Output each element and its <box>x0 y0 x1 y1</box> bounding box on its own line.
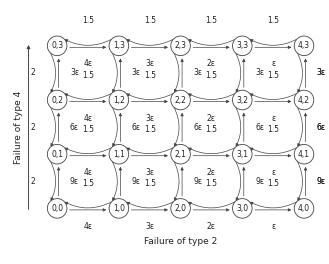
Text: 3,1: 3,1 <box>236 150 248 159</box>
Text: 2,1: 2,1 <box>175 150 187 159</box>
Text: 6ε: 6ε <box>255 122 264 132</box>
Text: 6ε: 6ε <box>317 122 326 132</box>
Circle shape <box>233 36 252 56</box>
Text: 1.5: 1.5 <box>267 71 279 80</box>
Text: 3ε: 3ε <box>145 59 154 68</box>
Text: 9ε: 9ε <box>132 177 141 186</box>
Text: 0,0: 0,0 <box>51 204 63 213</box>
Text: 2: 2 <box>31 122 35 132</box>
Text: 4,3: 4,3 <box>298 41 310 50</box>
Text: 1.5: 1.5 <box>205 16 217 26</box>
Text: 1.5: 1.5 <box>144 179 156 188</box>
Circle shape <box>171 36 190 56</box>
Circle shape <box>233 199 252 218</box>
Text: 1.5: 1.5 <box>82 71 94 80</box>
Circle shape <box>171 199 190 218</box>
Text: ε: ε <box>271 114 275 122</box>
Text: 6ε: 6ε <box>317 122 326 132</box>
Text: 0,1: 0,1 <box>51 150 63 159</box>
Text: ε: ε <box>271 59 275 68</box>
Circle shape <box>109 144 129 164</box>
Text: 1.5: 1.5 <box>82 179 94 188</box>
Text: 4,0: 4,0 <box>298 204 310 213</box>
Circle shape <box>109 199 129 218</box>
Text: 2ε: 2ε <box>207 114 216 122</box>
Text: 1.5: 1.5 <box>205 71 217 80</box>
Text: ε: ε <box>271 222 275 231</box>
Text: 4ε: 4ε <box>84 168 92 177</box>
Text: 3,0: 3,0 <box>236 204 248 213</box>
Text: 2ε: 2ε <box>207 168 216 177</box>
Circle shape <box>109 90 129 110</box>
Text: 3ε: 3ε <box>132 68 141 77</box>
Text: 3ε: 3ε <box>317 68 326 77</box>
Text: 2,2: 2,2 <box>175 96 187 105</box>
Text: 3ε: 3ε <box>145 222 154 231</box>
Text: 6ε: 6ε <box>193 122 202 132</box>
Circle shape <box>233 90 252 110</box>
Text: 3ε: 3ε <box>317 68 326 77</box>
Text: Failure of type 4: Failure of type 4 <box>13 91 22 164</box>
Text: 3,2: 3,2 <box>236 96 248 105</box>
Text: 9ε: 9ε <box>70 177 79 186</box>
Text: 3ε: 3ε <box>145 168 154 177</box>
Text: 3ε: 3ε <box>145 114 154 122</box>
Text: 2: 2 <box>31 177 35 186</box>
Text: 1.5: 1.5 <box>267 16 279 26</box>
Text: 9ε: 9ε <box>317 177 326 186</box>
Text: 3ε: 3ε <box>193 68 202 77</box>
Text: 2ε: 2ε <box>207 222 216 231</box>
Text: 1.5: 1.5 <box>205 179 217 188</box>
Circle shape <box>47 144 67 164</box>
Circle shape <box>109 36 129 56</box>
Text: 3ε: 3ε <box>255 68 264 77</box>
Circle shape <box>171 90 190 110</box>
Circle shape <box>294 144 314 164</box>
Text: 4,1: 4,1 <box>298 150 310 159</box>
Text: 4ε: 4ε <box>84 222 92 231</box>
Text: 0,2: 0,2 <box>51 96 63 105</box>
Text: 1,1: 1,1 <box>113 150 125 159</box>
Text: ε: ε <box>271 168 275 177</box>
Text: 2: 2 <box>31 68 35 77</box>
Text: 1.5: 1.5 <box>82 125 94 134</box>
Circle shape <box>47 36 67 56</box>
Text: 1.5: 1.5 <box>144 16 156 26</box>
Text: 9ε: 9ε <box>255 177 264 186</box>
Text: 2ε: 2ε <box>207 59 216 68</box>
Text: 1.5: 1.5 <box>205 125 217 134</box>
Circle shape <box>294 36 314 56</box>
Circle shape <box>233 144 252 164</box>
Text: 9ε: 9ε <box>193 177 202 186</box>
Text: 1.5: 1.5 <box>144 71 156 80</box>
Text: 9ε: 9ε <box>317 177 326 186</box>
Text: 2,0: 2,0 <box>175 204 187 213</box>
Text: 3,3: 3,3 <box>236 41 248 50</box>
Text: 0,3: 0,3 <box>51 41 63 50</box>
Circle shape <box>171 144 190 164</box>
Circle shape <box>47 199 67 218</box>
Circle shape <box>47 90 67 110</box>
Text: 2,3: 2,3 <box>175 41 187 50</box>
Text: 1.5: 1.5 <box>267 125 279 134</box>
Text: 1.5: 1.5 <box>144 125 156 134</box>
Text: 1,2: 1,2 <box>113 96 125 105</box>
Text: 1,0: 1,0 <box>113 204 125 213</box>
Text: 4,2: 4,2 <box>298 96 310 105</box>
Text: 3ε: 3ε <box>70 68 79 77</box>
Text: 1,3: 1,3 <box>113 41 125 50</box>
Circle shape <box>294 90 314 110</box>
Text: 6ε: 6ε <box>70 122 79 132</box>
Circle shape <box>294 199 314 218</box>
Text: 4ε: 4ε <box>84 59 92 68</box>
Text: 4ε: 4ε <box>84 114 92 122</box>
Text: 1.5: 1.5 <box>267 179 279 188</box>
Text: Failure of type 2: Failure of type 2 <box>144 237 217 246</box>
Text: 6ε: 6ε <box>132 122 141 132</box>
Text: 1.5: 1.5 <box>82 16 94 26</box>
